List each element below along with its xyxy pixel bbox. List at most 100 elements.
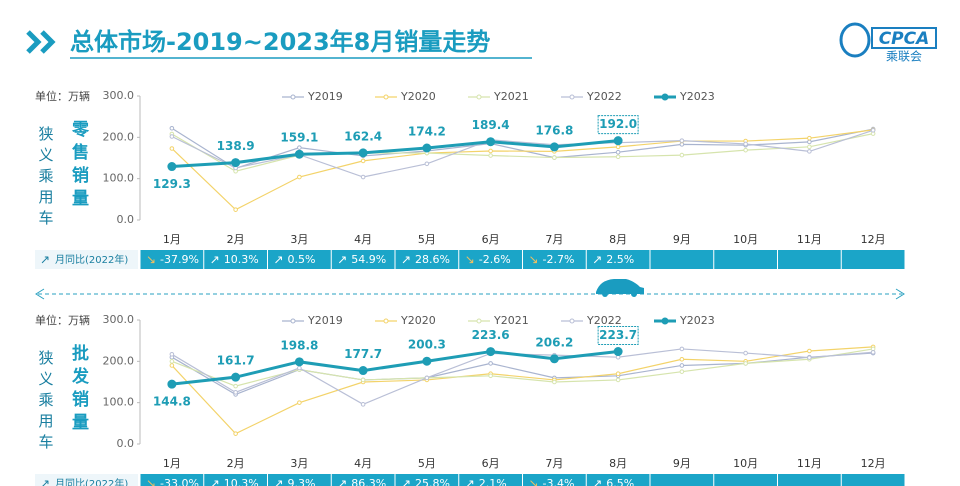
yoy-value: 0.5% (288, 253, 316, 266)
data-label: 206.2 (535, 335, 573, 349)
logo-subtext: 乘联会 (886, 50, 922, 64)
x-tick-label: 1月 (163, 457, 181, 470)
yoy-icon: ↘ (529, 477, 539, 486)
y-tick-label: 0.0 (117, 437, 135, 450)
series-line (171, 350, 619, 386)
point (294, 149, 304, 159)
data-label: 200.3 (408, 338, 446, 352)
yoy-value: -33.0% (160, 477, 199, 486)
x-tick-label: 11月 (797, 233, 822, 246)
point (679, 138, 685, 143)
legend-label: Y2020 (400, 90, 436, 103)
yoy-cell (331, 250, 395, 269)
x-tick-label: 8月 (609, 457, 627, 470)
point (424, 375, 430, 381)
unit-label: 单位：万辆 (35, 89, 90, 103)
metric-label: 零售销量 (68, 120, 90, 212)
point (679, 152, 685, 158)
yoy-icon: ↘ (146, 477, 156, 486)
data-label: 223.7 (599, 328, 637, 342)
yoy-cell (395, 474, 459, 486)
yoy-icon: ↗ (465, 477, 475, 486)
legend-label: Y2023 (679, 90, 715, 103)
point (613, 136, 623, 146)
yoy-cell (586, 474, 650, 486)
point (807, 348, 812, 354)
point (167, 379, 177, 389)
legend-label: Y2021 (493, 90, 529, 103)
yoy-label: 月同比(2022年) (55, 253, 128, 266)
yoy-cell (204, 250, 267, 269)
point (870, 349, 876, 355)
point (552, 155, 557, 160)
x-tick-label: 10月 (733, 457, 758, 470)
yoy-value: 6.5% (606, 477, 634, 486)
point (615, 149, 621, 155)
yoy-cell (841, 250, 905, 269)
yoy-label-cell (35, 474, 138, 486)
x-tick-label: 2月 (227, 457, 245, 470)
legend-marker (383, 94, 389, 100)
point (294, 357, 304, 367)
data-label: 177.7 (344, 347, 382, 361)
data-label: 129.3 (153, 177, 191, 191)
x-tick-label: 5月 (418, 457, 436, 470)
legend-marker (569, 318, 575, 324)
data-label: 162.4 (344, 129, 382, 143)
point (807, 144, 812, 150)
point (807, 149, 812, 154)
legend-marker (290, 94, 296, 100)
point (488, 148, 493, 154)
yoy-icon: ↗ (337, 477, 347, 486)
yoy-icon: ↗ (401, 253, 411, 267)
side-label: 狭义乘用车 (37, 126, 55, 231)
x-tick-label: 2月 (227, 233, 245, 246)
yoy-cell (204, 474, 267, 486)
point (233, 207, 238, 212)
yoy-cell (140, 250, 204, 269)
yoy-cell (523, 250, 586, 269)
point (169, 352, 175, 357)
point (552, 379, 557, 385)
series-line (171, 346, 874, 435)
y-tick-label: 300.0 (103, 313, 135, 326)
point (297, 400, 302, 405)
yoy-icon: ↗ (592, 477, 602, 486)
yoy-cell (650, 250, 714, 269)
legend-label: Y2021 (493, 314, 529, 327)
yoy-icon: ↘ (529, 253, 539, 267)
legend-label: Y2019 (307, 314, 343, 327)
point (488, 361, 493, 366)
x-tick-label: 10月 (733, 233, 758, 246)
yoy-value: -2.7% (543, 253, 575, 266)
yoy-cell (395, 250, 459, 269)
legend-label: Y2020 (400, 314, 436, 327)
point (679, 369, 685, 374)
data-label: 161.7 (217, 354, 255, 368)
data-label: 198.8 (280, 338, 318, 352)
label-box (597, 326, 639, 346)
point (358, 366, 368, 376)
yoy-cell (841, 474, 905, 486)
logo-text: CPCA (879, 29, 930, 49)
yoy-value: 9.3% (288, 477, 316, 486)
yoy-cell (714, 474, 777, 486)
yoy-value: 28.6% (415, 253, 450, 266)
data-label: 138.9 (217, 139, 255, 153)
yoy-cell (523, 474, 586, 486)
x-tick-label: 5月 (418, 233, 436, 246)
point (231, 158, 241, 168)
yoy-value: 2.1% (479, 477, 507, 486)
yoy-icon: ↗ (210, 253, 220, 267)
point (549, 354, 559, 364)
data-label: 144.8 (153, 395, 191, 409)
yoy-icon: ↗ (210, 477, 220, 486)
point (231, 372, 241, 382)
x-tick-label: 9月 (673, 457, 691, 470)
point (169, 125, 175, 131)
point (424, 161, 430, 167)
legend-marker (569, 94, 575, 100)
point (679, 356, 685, 362)
yoy-value: 86.3% (351, 477, 386, 486)
point (486, 137, 496, 147)
